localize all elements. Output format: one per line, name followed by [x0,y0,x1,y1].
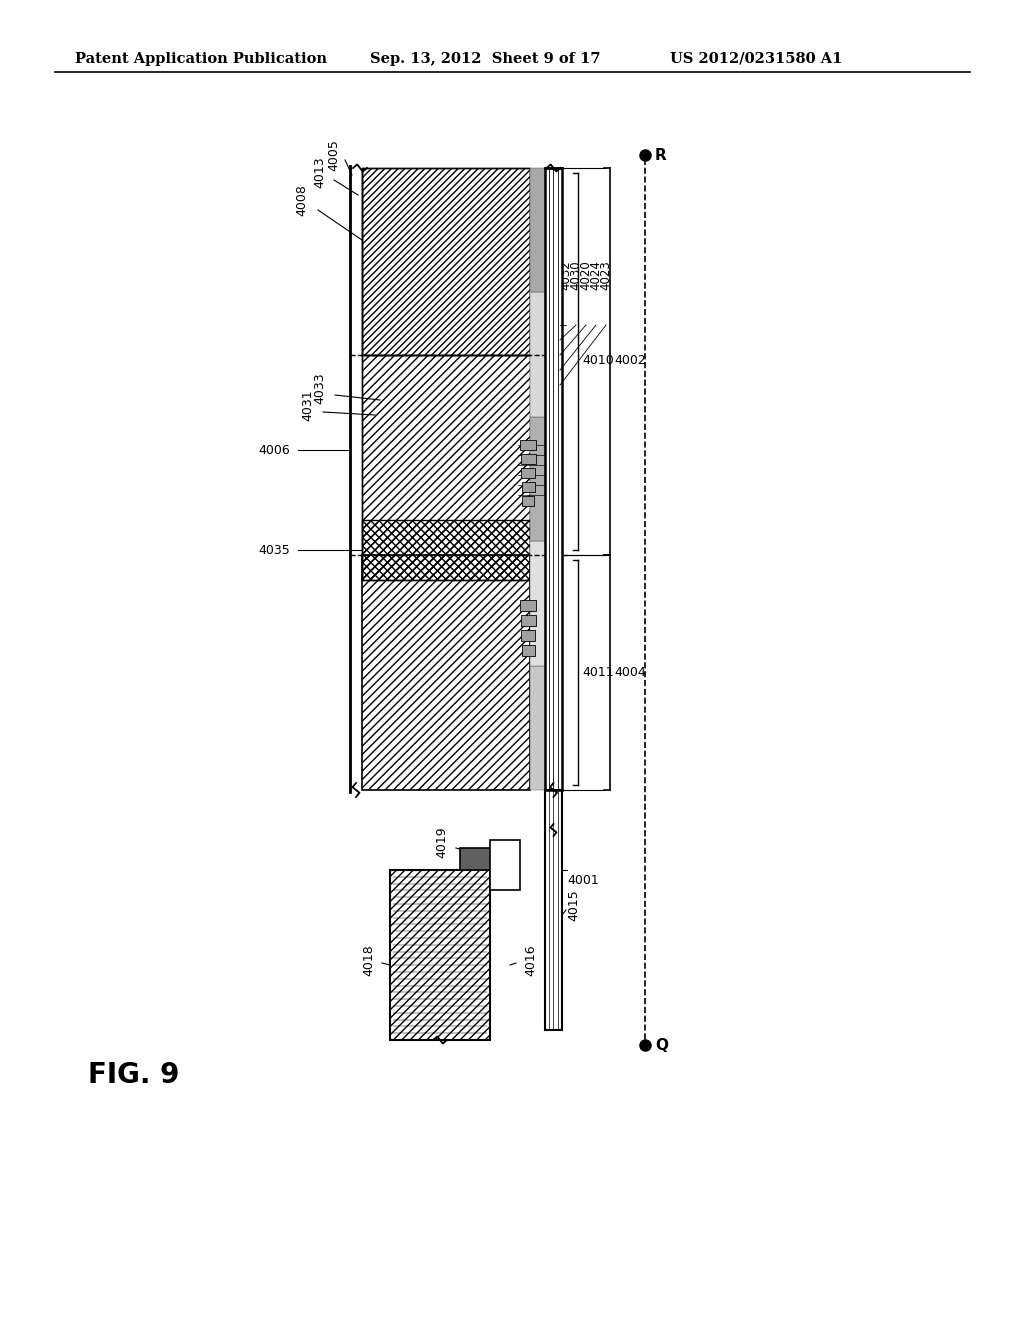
Bar [362,355,530,579]
Text: Patent Application Publication: Patent Application Publication [75,51,327,66]
Bar [390,870,490,1040]
Bar [521,645,535,656]
Text: 4004: 4004 [614,665,646,678]
Bar [520,615,536,626]
Text: 4005: 4005 [327,139,340,170]
Text: 4035: 4035 [258,544,290,557]
Bar [362,168,530,355]
Bar [530,665,545,789]
Text: 4013: 4013 [313,156,326,187]
Bar [362,554,530,789]
Text: R: R [655,148,667,162]
Text: 4010: 4010 [582,355,613,367]
Text: 4015: 4015 [567,890,580,921]
Bar [545,789,562,1030]
Text: 4006: 4006 [258,444,290,457]
Bar [490,840,520,890]
Bar [362,520,530,579]
Bar [362,355,530,579]
Text: Q: Q [655,1038,668,1052]
Text: 4033: 4033 [313,372,326,404]
Bar [530,417,545,541]
Text: 4008: 4008 [295,183,308,216]
Text: 4024: 4024 [590,260,602,290]
Bar [362,554,530,789]
Bar [521,469,535,478]
Text: 4018: 4018 [362,944,375,975]
Text: FIG. 9: FIG. 9 [88,1061,179,1089]
Bar [362,168,530,355]
Bar [521,482,535,492]
Text: 4030: 4030 [569,260,583,290]
Bar [530,541,545,665]
Text: 4032: 4032 [559,260,572,290]
Text: Sep. 13, 2012  Sheet 9 of 17: Sep. 13, 2012 Sheet 9 of 17 [370,51,600,66]
Bar [530,168,545,293]
Text: 4016: 4016 [524,944,537,975]
Bar [520,601,536,610]
Text: 4031: 4031 [301,389,314,421]
Text: 4023: 4023 [599,260,612,290]
Text: 4019: 4019 [435,826,449,858]
Text: US 2012/0231580 A1: US 2012/0231580 A1 [670,51,843,66]
Bar [520,454,536,463]
Bar [522,496,534,506]
Bar [520,440,536,450]
Bar [460,847,508,870]
Text: 4002: 4002 [614,355,646,367]
Bar [521,630,535,640]
Text: 4001: 4001 [567,874,599,887]
Text: 4020: 4020 [580,260,593,290]
Text: 4011: 4011 [582,665,613,678]
Bar [545,168,562,789]
Bar [530,293,545,417]
